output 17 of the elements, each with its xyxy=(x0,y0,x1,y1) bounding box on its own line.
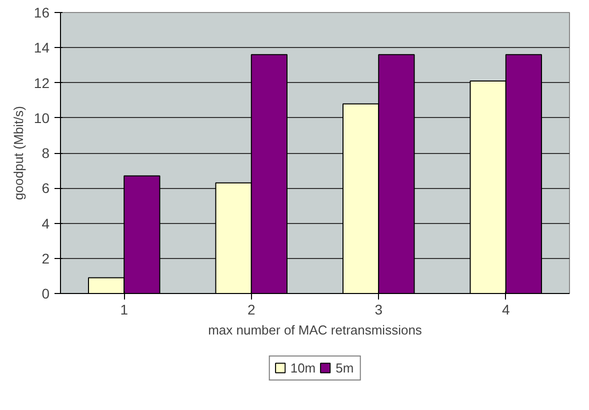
y-tick-label: 14 xyxy=(34,40,50,56)
x-tick-label: 1 xyxy=(120,302,128,318)
y-tick-label: 0 xyxy=(42,286,50,302)
y-tick-label: 10 xyxy=(34,110,50,126)
legend-label: 5m xyxy=(336,360,355,375)
x-axis-title: max number of MAC retransmissions xyxy=(208,322,422,338)
legend-label: 10m xyxy=(290,360,316,375)
x-tick-label: 2 xyxy=(247,302,256,318)
y-tick-label: 4 xyxy=(42,215,50,232)
y-axis-title: goodput (Mbit/s) xyxy=(10,106,26,200)
y-tick-label: 2 xyxy=(42,250,50,266)
y-tick-label: 6 xyxy=(42,180,50,196)
y-tick-label: 8 xyxy=(42,145,50,161)
x-tick-label: 4 xyxy=(502,302,510,318)
y-tick-label: 16 xyxy=(34,4,50,20)
y-tick-label: 12 xyxy=(34,74,50,91)
x-tick-label: 3 xyxy=(374,302,383,318)
